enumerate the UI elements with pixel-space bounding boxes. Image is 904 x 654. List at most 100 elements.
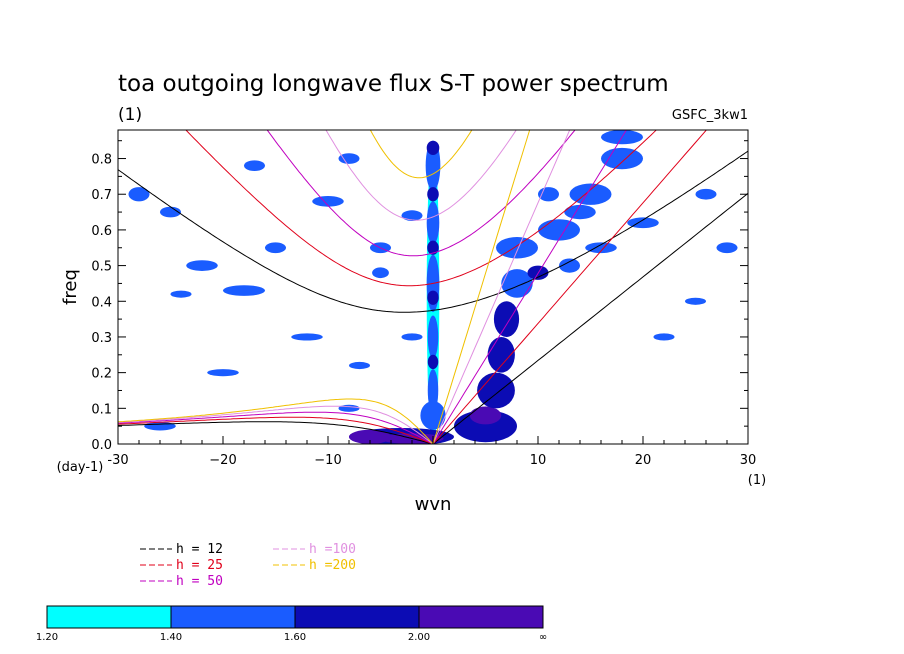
y-tick-label: 0.8 <box>91 153 112 168</box>
rossby-curve <box>118 421 434 444</box>
colorbar-swatch <box>46 605 172 629</box>
chart-title: toa outgoing longwave flux S-T power spe… <box>118 71 669 97</box>
rossby-curve <box>118 405 434 444</box>
kelvin-curve <box>432 130 627 444</box>
x-axis-label: wvn <box>415 494 452 515</box>
power-contours <box>128 130 738 444</box>
contour-patch <box>716 242 738 254</box>
y-tick-label: 0.3 <box>91 331 112 346</box>
x-tick-label: −10 <box>314 453 341 468</box>
colorbar-label: 1.40 <box>160 632 182 643</box>
contour-patch <box>559 258 580 273</box>
contour-patch <box>291 333 323 341</box>
contour-patch <box>427 369 439 412</box>
kelvin-curve <box>432 130 708 444</box>
contour-patch <box>538 219 580 241</box>
contour-patch <box>349 429 391 444</box>
x-tick-label: 10 <box>530 453 547 468</box>
colorbar: 1.20 1.40 1.60 2.00 ∞ <box>36 605 547 643</box>
rossby-curve <box>118 411 434 444</box>
y-tick-label: 0.6 <box>91 224 112 239</box>
contour-patch <box>685 297 706 305</box>
colorbar-swatch <box>294 605 420 629</box>
legend-label: h = 12 <box>176 542 223 557</box>
contour-patch <box>401 333 423 341</box>
inertia-gravity-curve <box>325 130 517 221</box>
kelvin-curve <box>432 192 748 444</box>
contour-patch <box>477 372 515 409</box>
contour-patch <box>427 187 439 202</box>
colorbar-label: ∞ <box>539 632 547 643</box>
y-axis-ticks: 0.0 0.1 0.2 0.3 0.4 0.5 0.6 0.7 0.8 <box>91 140 748 453</box>
kelvin-curve <box>432 130 531 444</box>
contour-patch <box>427 240 439 255</box>
contour-patch <box>349 361 370 370</box>
legend-label: h =200 <box>309 558 356 573</box>
contour-patch <box>487 336 515 373</box>
contour-patch <box>427 354 439 370</box>
x-axis-unit: (1) <box>748 473 766 488</box>
x-tick-label: -30 <box>107 453 128 468</box>
contour-patch <box>426 140 440 155</box>
contour-patch <box>493 301 520 337</box>
colorbar-swatch <box>418 605 544 629</box>
legend-label: h =100 <box>309 542 356 557</box>
legend-label: h = 25 <box>176 558 223 573</box>
contour-patch <box>569 183 612 205</box>
contour-patch <box>170 290 192 298</box>
x-tick-label: 20 <box>635 453 652 468</box>
contour-patch <box>160 206 181 218</box>
contour-patch <box>401 210 423 221</box>
contour-patch <box>312 196 344 207</box>
contour-patch <box>244 160 265 172</box>
x-axis-ticks: -30 −20 −10 0 10 20 30 <box>107 436 756 468</box>
inertia-gravity-curve <box>185 130 658 287</box>
contour-patch <box>223 285 265 296</box>
contour-patch <box>695 188 717 200</box>
contour-patch <box>585 242 617 254</box>
y-tick-label: 0.7 <box>91 188 112 203</box>
colorbar-label: 1.20 <box>36 632 58 643</box>
y-axis-unit: (day-1) <box>57 460 104 475</box>
colorbar-label: 1.60 <box>284 632 306 643</box>
inertia-gravity-curve <box>118 150 748 313</box>
dispersion-curves <box>118 130 748 444</box>
y-tick-label: 0.5 <box>91 260 112 275</box>
contour-patch <box>496 237 538 259</box>
contour-patch <box>427 315 439 359</box>
x-tick-label: 30 <box>740 453 757 468</box>
contour-patch <box>426 201 440 245</box>
rossby-curve <box>118 398 434 444</box>
chart-subtitle: (1) <box>118 105 142 125</box>
contour-patch <box>538 187 559 202</box>
contour-patch <box>564 204 596 220</box>
y-axis-label: freq <box>60 269 81 305</box>
contour-patch <box>265 242 286 254</box>
rossby-curve <box>118 416 434 444</box>
contour-patch <box>128 187 150 202</box>
x-tick-label: −20 <box>209 453 236 468</box>
legend-label: h = 50 <box>176 574 223 589</box>
contour-patch <box>186 260 218 271</box>
contour-patch <box>427 290 439 305</box>
inertia-gravity-curve <box>266 130 576 257</box>
source-label: GSFC_3kw1 <box>672 108 748 123</box>
y-tick-label: 0.2 <box>91 367 112 382</box>
y-tick-label: 0.0 <box>91 438 112 453</box>
contour-patch <box>338 153 360 164</box>
contour-patch <box>501 269 533 298</box>
kelvin-curve <box>432 130 571 444</box>
contour-patch <box>601 147 643 170</box>
inertia-gravity-curve <box>369 130 473 179</box>
x-tick-label: 0 <box>429 453 437 468</box>
contour-patch <box>627 217 659 229</box>
contour-patch <box>469 406 502 425</box>
contour-patch <box>372 267 389 279</box>
contour-patch <box>207 369 239 377</box>
y-tick-label: 0.1 <box>91 402 112 417</box>
y-tick-label: 0.4 <box>91 295 112 310</box>
contour-patch <box>454 410 517 443</box>
contour-patch <box>653 333 675 341</box>
